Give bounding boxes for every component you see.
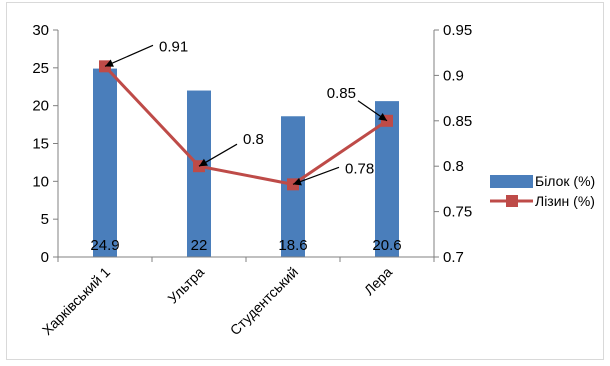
legend-label-line: Лізин (%) xyxy=(535,193,595,209)
bar-data-label: 22 xyxy=(191,237,208,254)
y-left-tick-label: 20 xyxy=(32,98,49,115)
line-data-label: 0.91 xyxy=(159,38,188,55)
leader-arrowhead xyxy=(293,177,302,186)
leader-arrowhead xyxy=(105,59,114,67)
bar-2 xyxy=(187,90,211,258)
legend-swatch-bar xyxy=(490,175,533,188)
y-right-tick-label: 0.85 xyxy=(443,113,472,130)
y-right-tick-label: 0.9 xyxy=(443,67,464,84)
line-data-label: 0.8 xyxy=(243,131,264,148)
x-tick-label: Лера xyxy=(361,264,395,298)
x-tick-label: Студентський xyxy=(227,264,301,338)
x-tick-label: Харківський 1 xyxy=(39,264,114,339)
bar-data-label: 24.9 xyxy=(90,237,119,254)
bar-1 xyxy=(93,68,117,257)
legend-label-bar: Білок (%) xyxy=(535,173,595,189)
y-right-tick-label: 0.75 xyxy=(443,204,472,221)
y-left-tick-label: 15 xyxy=(32,136,49,153)
leader-line xyxy=(104,44,154,67)
leader-line xyxy=(292,166,340,185)
line-data-label: 0.85 xyxy=(327,85,356,102)
y-left-tick-label: 25 xyxy=(32,60,49,77)
line-series xyxy=(103,65,388,186)
line-data-label: 0.78 xyxy=(345,160,374,177)
x-tick-label: Ультра xyxy=(164,264,207,307)
y-left-tick-label: 10 xyxy=(32,173,49,190)
y-right-tick-label: 0.7 xyxy=(443,249,464,266)
y-left-tick-label: 5 xyxy=(41,211,49,228)
legend-swatch-marker xyxy=(506,195,518,207)
leader-arrowhead xyxy=(378,112,387,121)
bar-data-label: 18.6 xyxy=(278,237,307,254)
y-left-tick-label: 30 xyxy=(32,22,49,39)
bar-data-label: 20.6 xyxy=(372,237,401,254)
y-right-tick-label: 0.95 xyxy=(443,22,472,39)
leader-arrowhead xyxy=(199,158,208,167)
y-right-tick-label: 0.8 xyxy=(443,158,464,175)
y-left-tick-label: 0 xyxy=(41,249,49,266)
